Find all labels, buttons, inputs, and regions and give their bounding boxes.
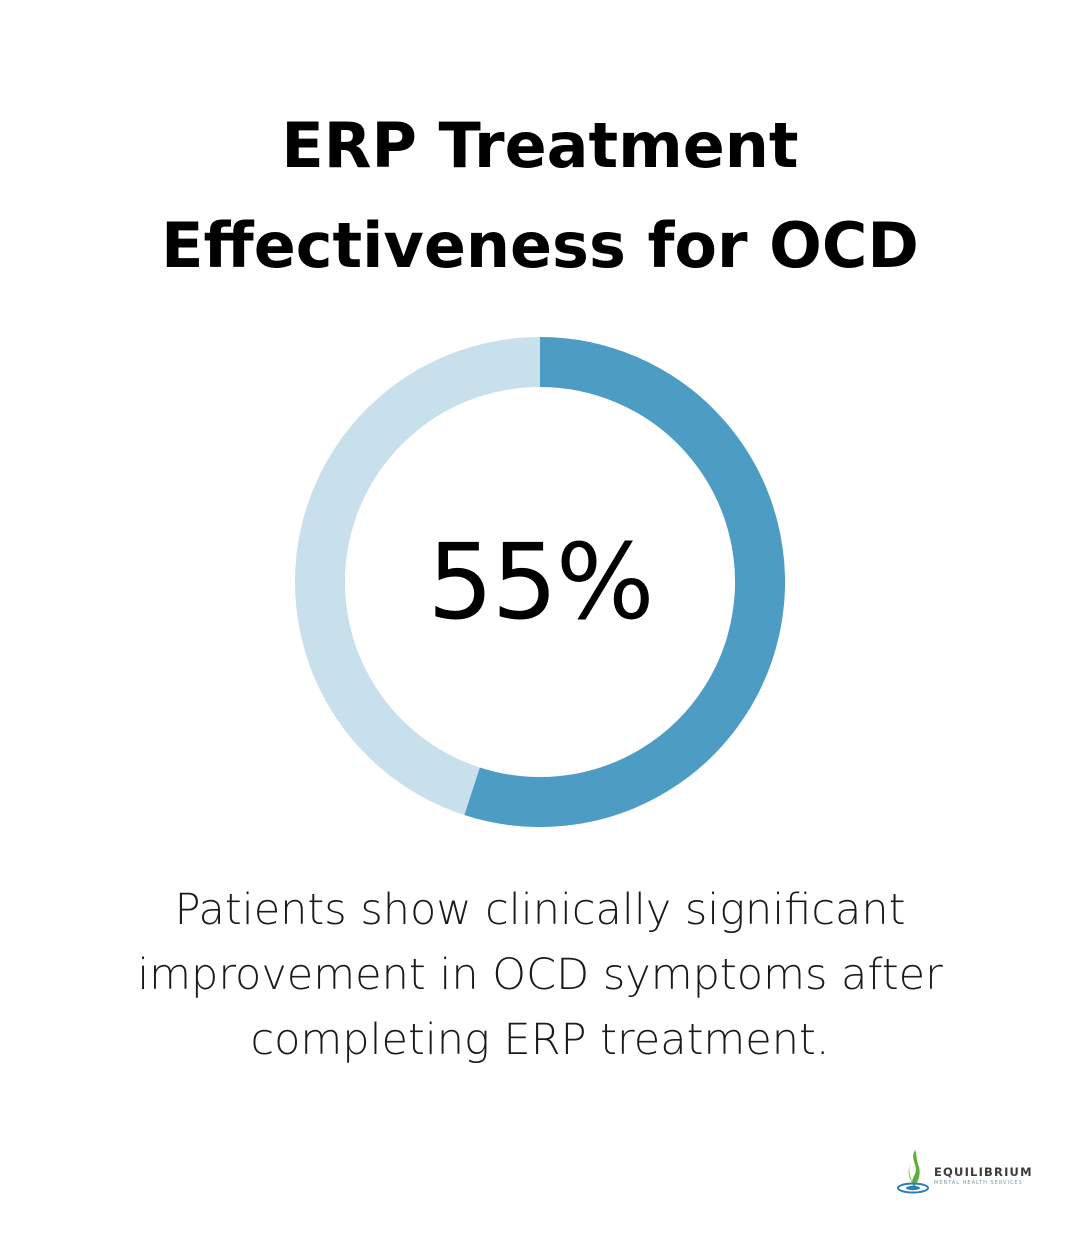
equilibrium-leaf-logo-icon xyxy=(897,1150,929,1194)
donut-center-value: 55% xyxy=(427,521,654,643)
logo-tagline: MENTAL HEALTH SERVICES xyxy=(934,1180,1023,1186)
brand-logo: EQUILIBRIUM MENTAL HEALTH SERVICES xyxy=(896,1146,1036,1194)
caption-line-3: completing ERP treatment. xyxy=(250,1015,830,1065)
caption-line-1: Patients show clinically significant xyxy=(174,885,906,935)
logo-name: EQUILIBRIUM xyxy=(934,1165,1033,1179)
chart-title: ERP Treatment Effectiveness for OCD xyxy=(0,96,1080,296)
donut-segment-remaining xyxy=(295,337,541,815)
chart-caption: Patients show clinically significant imp… xyxy=(100,878,980,1073)
chart-title-line-2: Effectiveness for OCD xyxy=(161,209,919,282)
chart-title-line-1: ERP Treatment xyxy=(281,109,799,182)
donut-segment-filled xyxy=(464,337,785,827)
caption-line-2: improvement in OCD symptoms after xyxy=(137,950,943,1000)
donut-chart-svg xyxy=(295,337,785,827)
donut-chart: 55% xyxy=(295,337,785,827)
